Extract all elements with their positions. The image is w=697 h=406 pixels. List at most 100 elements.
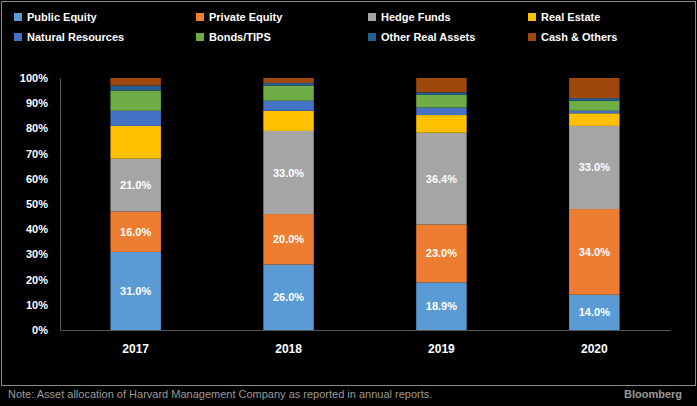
bar-segment (416, 107, 466, 115)
bar-segment (569, 295, 619, 330)
tick-label: 30% (26, 248, 48, 260)
y-tick: 100% (20, 72, 60, 84)
data-label: 31.0% (120, 285, 151, 297)
legend-item: Hedge Funds (368, 11, 451, 23)
tick-label: 0% (32, 324, 48, 336)
y-tick: 50% (26, 198, 60, 210)
tick-label: 2018 (275, 342, 302, 356)
legend-swatch (196, 13, 204, 21)
y-axis: 0% 10% 20% 30% 40% 50% 60% 70% 80% 90% 100% (20, 72, 61, 336)
tick-label: 2020 (581, 342, 608, 356)
bar-segment (569, 209, 619, 295)
bar-segment (110, 78, 160, 86)
tick-label: 2017 (122, 342, 149, 356)
tick-label: 50% (26, 198, 48, 210)
bar-segment (263, 111, 313, 131)
y-tick: 30% (26, 248, 60, 260)
x-axis: 2017 2018 2019 2020 (61, 330, 671, 356)
tick-label: 2019 (428, 342, 455, 356)
bar-segment (110, 86, 160, 91)
x-tick: 2017 (122, 330, 149, 356)
bar-segment (263, 101, 313, 111)
legend-swatch (368, 33, 376, 41)
tick-label: 40% (26, 223, 48, 235)
data-labels: 31.0%26.0%18.9%14.0%16.0%20.0%23.0%34.0%… (120, 161, 610, 318)
bar-segment (263, 214, 313, 264)
bar-segment (110, 159, 160, 212)
tick-label: 80% (26, 122, 48, 134)
frame (2, 2, 696, 386)
legend: Public Equity Private Equity Hedge Funds Re… (14, 11, 617, 43)
legend-label: Public Equity (27, 11, 98, 23)
bar-segment (416, 95, 466, 108)
bar-segment (416, 282, 466, 330)
y-tick: 60% (26, 173, 60, 185)
legend-item: Real Estate (528, 11, 600, 23)
legend-swatch (528, 33, 536, 41)
data-label: 21.0% (120, 179, 151, 191)
y-tick: 10% (26, 299, 60, 311)
bar-segment (263, 131, 313, 214)
tick-label: 10% (26, 299, 48, 311)
bar-segment (416, 224, 466, 282)
y-tick: 0% (32, 324, 60, 336)
legend-item: Natural Resources (14, 31, 124, 43)
data-label: 34.0% (579, 246, 610, 258)
tick-label: 100% (20, 72, 48, 84)
bar-segment (263, 78, 313, 83)
bar-segment (569, 111, 619, 114)
y-tick: 90% (26, 97, 60, 109)
axis-line (61, 330, 671, 331)
bar-segment (263, 83, 313, 86)
bar-segment (569, 126, 619, 209)
legend-swatch (14, 13, 22, 21)
legend-label: Other Real Assets (381, 31, 475, 43)
tick-label: 60% (26, 173, 48, 185)
source: Bloomberg (624, 388, 682, 400)
tick-label: 70% (26, 148, 48, 160)
y-tick: 70% (26, 148, 60, 160)
tick-label: 20% (26, 274, 48, 286)
y-tick: 40% (26, 223, 60, 235)
bar-segment (569, 78, 619, 98)
data-label: 16.0% (120, 226, 151, 238)
legend-swatch (368, 13, 376, 21)
legend-swatch (14, 33, 22, 41)
data-label: 33.0% (273, 167, 304, 179)
bar-segment (110, 126, 160, 159)
legend-item: Cash & Others (528, 31, 617, 43)
bar-segment (110, 252, 160, 330)
data-label: 36.4% (426, 173, 457, 185)
bar-segment (569, 98, 619, 101)
legend-label: Bonds/TIPS (209, 31, 271, 43)
legend-label: Private Equity (209, 11, 283, 23)
y-tick: 20% (26, 274, 60, 286)
legend-label: Hedge Funds (381, 11, 451, 23)
x-tick: 2019 (428, 330, 455, 356)
legend-label: Cash & Others (541, 31, 617, 43)
axis-line (60, 79, 61, 331)
data-label: 26.0% (273, 291, 304, 303)
bars (110, 78, 619, 330)
data-label: 18.9% (426, 300, 457, 312)
bar-segment (416, 92, 466, 95)
bar-segment (263, 264, 313, 330)
note: Note: Asset allocation of Harvard Manage… (8, 388, 432, 400)
data-label: 23.0% (426, 247, 457, 259)
bar-segment (569, 113, 619, 126)
legend-swatch (196, 33, 204, 41)
x-tick: 2020 (581, 330, 608, 356)
chart: 31.0%26.0%18.9%14.0%16.0%20.0%23.0%34.0%… (0, 0, 697, 406)
data-label: 14.0% (579, 306, 610, 318)
bar-segment (416, 115, 466, 133)
bar-segment (263, 86, 313, 101)
bar-segment (416, 78, 466, 92)
tick-label: 90% (26, 97, 48, 109)
bar-segment (110, 91, 160, 111)
legend-item: Private Equity (196, 11, 283, 23)
legend-label: Real Estate (541, 11, 600, 23)
legend-item: Public Equity (14, 11, 98, 23)
bar-segment (110, 111, 160, 126)
legend-label: Natural Resources (27, 31, 124, 43)
background (0, 0, 697, 406)
